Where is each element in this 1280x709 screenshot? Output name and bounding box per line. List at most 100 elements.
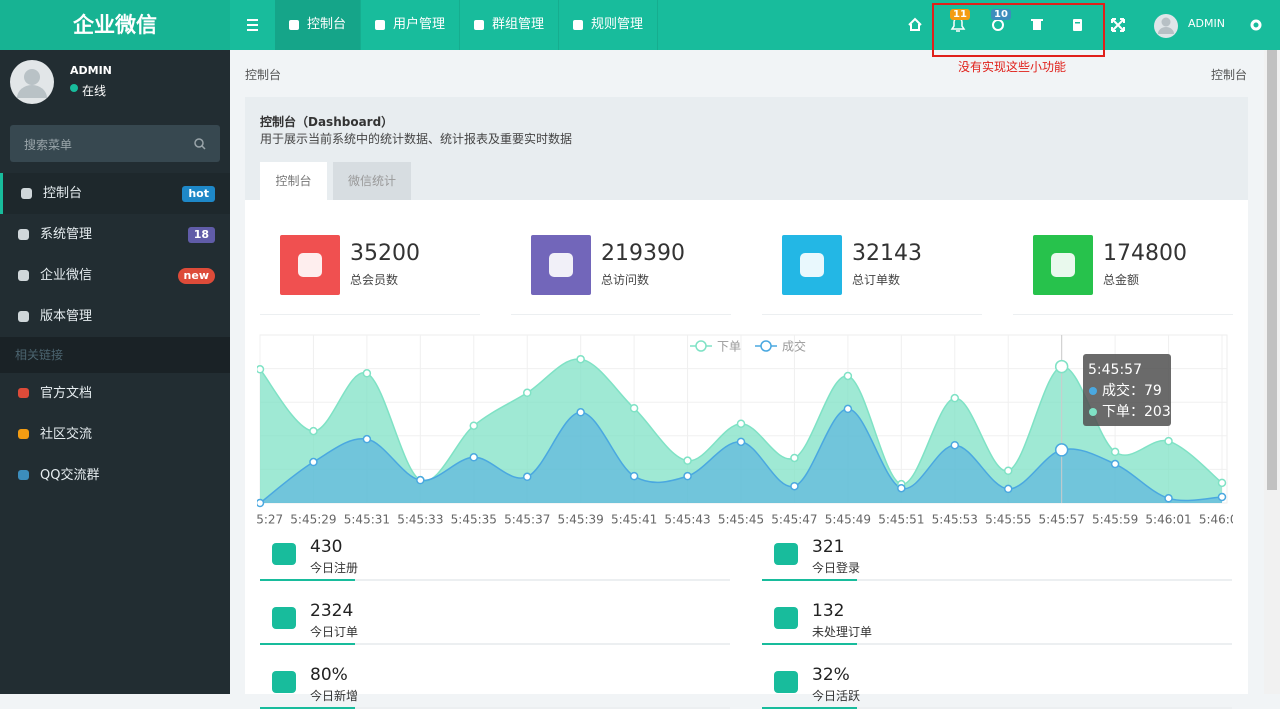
- point: [683, 456, 692, 465]
- logo[interactable]: 企业微信: [0, 0, 230, 50]
- search-placeholder: 搜索菜单: [24, 138, 73, 152]
- x-tick-label: 5:45:31: [344, 513, 390, 527]
- nav-item[interactable]: 用户管理: [361, 0, 461, 50]
- nav-item[interactable]: 群组管理: [460, 0, 560, 50]
- x-tick-label: 5:45:45: [718, 513, 764, 527]
- tooltip-line: 成交：79: [1102, 382, 1162, 399]
- point: [1054, 359, 1069, 374]
- x-tick-label: 5:45:43: [664, 513, 710, 527]
- annotation: 没有实现这些小功能: [958, 60, 1067, 74]
- summary-progress: [762, 579, 857, 581]
- stat-icon-glyph: [800, 253, 824, 277]
- point: [683, 471, 692, 481]
- summary-icon: [272, 671, 296, 693]
- point: [309, 426, 318, 436]
- search-box[interactable]: 搜索菜单: [10, 125, 220, 162]
- stat-divider: [1013, 314, 1233, 315]
- link-icon: [18, 388, 29, 398]
- link-item[interactable]: 官方文档: [0, 373, 230, 414]
- menu-badge: 18: [187, 227, 215, 243]
- tooltip-line: 下单：203: [1102, 404, 1171, 420]
- legend-marker: [695, 340, 707, 352]
- point: [257, 498, 265, 508]
- x-tick-label: 5:46:01: [1145, 513, 1191, 527]
- x-tick-label: 5:45:41: [611, 513, 657, 527]
- link-item[interactable]: QQ交流群: [0, 455, 230, 496]
- stat-label: 总订单数: [852, 273, 901, 287]
- x-tick-label: 5:45:27: [257, 513, 283, 527]
- legend-label: 下单: [717, 340, 741, 354]
- point: [897, 483, 906, 493]
- user-name[interactable]: ADMIN: [1188, 17, 1225, 30]
- breadcrumb[interactable]: 控制台: [245, 68, 282, 82]
- summary-label: 未处理订单: [812, 625, 873, 639]
- point: [576, 408, 585, 417]
- x-tick-label: 5:45:47: [771, 513, 817, 527]
- menu-item[interactable]: 系统管理 18: [0, 214, 230, 255]
- nav-icon: [573, 20, 583, 30]
- breadcrumb-right: 控制台: [1211, 68, 1248, 82]
- link-icon: [18, 470, 29, 480]
- point: [1003, 466, 1013, 475]
- point: [522, 388, 532, 398]
- stat-label: 总会员数: [350, 273, 399, 287]
- avatar: [10, 60, 54, 104]
- point: [843, 404, 853, 414]
- summary-icon: [774, 671, 798, 693]
- nav-item[interactable]: 控制台: [275, 0, 362, 50]
- link-icon: [18, 429, 29, 439]
- scroll-thumb[interactable]: [1267, 50, 1277, 490]
- menu-item[interactable]: 控制台 hot: [0, 173, 230, 214]
- x-tick-label: 5:45:49: [825, 513, 871, 527]
- point: [736, 419, 746, 428]
- x-tick-label: 5:45:57: [1039, 513, 1085, 527]
- nav-icon: [474, 20, 484, 30]
- panel: 控制台（Dashboard） 用于展示当前系统中的统计数据、统计报表及重要实时数…: [245, 97, 1248, 694]
- stat-label: 总金额: [1103, 273, 1140, 287]
- summary-progress: [260, 643, 355, 645]
- point: [736, 437, 746, 447]
- link-label: 官方文档: [40, 386, 93, 401]
- menu-toggle[interactable]: [230, 0, 276, 50]
- tab-active[interactable]: 控制台: [260, 162, 327, 200]
- badge: 11: [950, 9, 970, 20]
- tab[interactable]: 微信统计: [333, 162, 411, 200]
- menu-icon: [18, 270, 29, 281]
- point: [576, 354, 585, 364]
- menu-label: 版本管理: [40, 309, 93, 324]
- stat-divider: [260, 314, 480, 315]
- nav-item[interactable]: 规则管理: [559, 0, 659, 50]
- point: [522, 472, 532, 482]
- user-name: ADMIN: [70, 64, 112, 77]
- stat-value: 32143: [852, 241, 922, 266]
- x-tick-label: 5:45:55: [985, 513, 1031, 527]
- point: [629, 471, 639, 481]
- sidebar: ADMIN 在线 搜索菜单 相关链接 控制台 hot 系统管理 18 企业微信 new 版本…: [0, 50, 230, 694]
- series-line: [259, 408, 1223, 504]
- point: [362, 369, 372, 378]
- point: [950, 440, 960, 450]
- point: [950, 393, 960, 403]
- x-tick-label: 5:45:29: [290, 513, 336, 527]
- menu-item[interactable]: 版本管理: [0, 296, 230, 337]
- stat-label: 总访问数: [601, 273, 650, 287]
- summary-label: 今日新增: [310, 689, 359, 703]
- x-tick-label: 5:45:53: [932, 513, 978, 527]
- summary-label: 今日活跃: [812, 689, 861, 703]
- point: [469, 453, 479, 462]
- menu-item[interactable]: 企业微信 new: [0, 255, 230, 296]
- menu-label: 企业微信: [40, 268, 93, 283]
- tooltip-dot: [1089, 387, 1097, 395]
- x-tick-label: 5:46:03: [1199, 513, 1233, 527]
- point: [1217, 492, 1227, 502]
- stat-value: 219390: [601, 241, 685, 266]
- summary-value: 321: [812, 537, 845, 557]
- link-item[interactable]: 社区交流: [0, 414, 230, 455]
- scrollbar: [1264, 50, 1280, 694]
- x-tick-label: 5:45:51: [878, 513, 924, 527]
- summary-icon: [774, 543, 798, 565]
- panel-title: 控制台（Dashboard）: [260, 115, 394, 129]
- status-dot: [70, 84, 78, 92]
- summary-label: 今日登录: [812, 561, 861, 575]
